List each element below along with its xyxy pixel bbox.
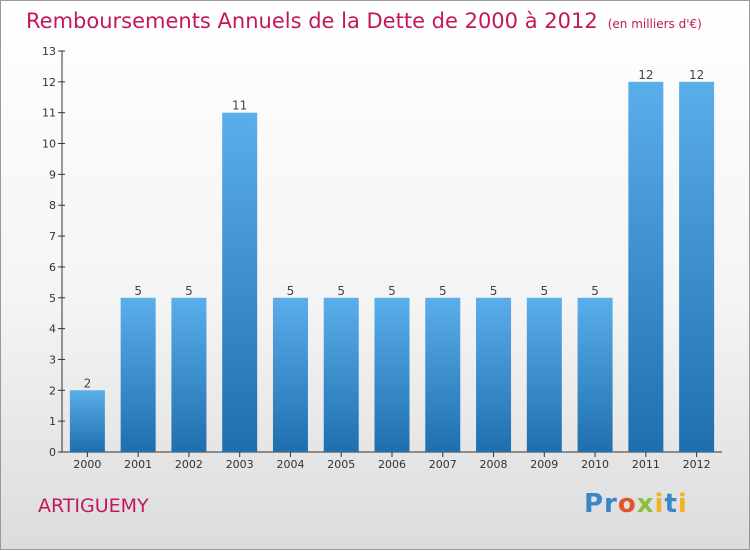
x-tick-label-2000: 2000	[73, 458, 101, 471]
bar-2001	[120, 297, 156, 452]
x-tick-label-2010: 2010	[581, 458, 609, 471]
bar-2009	[526, 297, 562, 452]
x-tick-label-2004: 2004	[276, 458, 304, 471]
data-label-2009: 5	[540, 284, 548, 298]
x-tick-label-2011: 2011	[632, 458, 660, 471]
x-tick-label-2005: 2005	[327, 458, 355, 471]
x-tick-label-2006: 2006	[378, 458, 406, 471]
bar-2006	[374, 297, 410, 452]
title-unit: (en milliers d'€)	[607, 17, 702, 31]
y-tick-label: 9	[49, 168, 56, 181]
commune-name: ARTIGUEMY	[38, 495, 149, 517]
data-label-2001: 5	[134, 284, 142, 298]
y-tick-label: 5	[49, 292, 56, 305]
data-label-2005: 5	[337, 284, 345, 298]
data-label-2007: 5	[439, 284, 447, 298]
y-tick-label: 1	[49, 415, 56, 428]
data-label-2003: 11	[232, 99, 247, 113]
data-label-2008: 5	[490, 284, 498, 298]
data-label-2002: 5	[185, 284, 193, 298]
bar-2005	[323, 297, 359, 452]
data-label-2004: 5	[287, 284, 295, 298]
x-tick-label-2008: 2008	[480, 458, 508, 471]
bar-2002	[171, 297, 207, 452]
chart-title: Remboursements Annuels de la Dette de 20…	[26, 9, 702, 33]
y-tick-label: 12	[42, 76, 56, 89]
proxiti-logo[interactable]: Proxiti	[584, 489, 688, 519]
bar-2000	[69, 390, 105, 452]
bar-2011	[628, 81, 664, 452]
bar-2012	[679, 81, 715, 452]
y-tick-label: 2	[49, 384, 56, 397]
data-label-2000: 2	[84, 376, 92, 390]
y-tick-label: 10	[42, 138, 56, 151]
y-tick-label: 7	[49, 230, 56, 243]
data-label-2011: 12	[638, 68, 653, 82]
title-text: Remboursements Annuels de la Dette de 20…	[26, 9, 598, 33]
bar-2003	[222, 112, 258, 452]
y-tick-label: 0	[49, 446, 56, 459]
y-tick-label: 3	[49, 353, 56, 366]
y-tick-label: 13	[42, 45, 56, 58]
x-tick-label-2003: 2003	[226, 458, 254, 471]
bar-2010	[577, 297, 613, 452]
chart-x-ticks: 2000 2001 2002 2003 2004 2005 2006 2007 2008 2009…	[73, 452, 711, 471]
x-tick-label-2002: 2002	[175, 458, 203, 471]
x-tick-label-2012: 2012	[683, 458, 711, 471]
chart-data-labels: 2 5 5 11 5 5 5 5 5 5 5 12 12	[84, 68, 705, 390]
bar-2007	[425, 297, 461, 452]
data-label-2006: 5	[388, 284, 396, 298]
data-label-2012: 12	[689, 68, 704, 82]
x-tick-label-2007: 2007	[429, 458, 457, 471]
y-tick-label: 8	[49, 199, 56, 212]
y-tick-label: 11	[42, 107, 56, 120]
chart-bars	[69, 81, 715, 452]
x-tick-label-2001: 2001	[124, 458, 152, 471]
bar-2008	[476, 297, 512, 452]
x-tick-label-2009: 2009	[530, 458, 558, 471]
bar-2004	[272, 297, 308, 452]
y-tick-label: 6	[49, 261, 56, 274]
y-tick-label: 4	[49, 323, 56, 336]
data-label-2010: 5	[591, 284, 599, 298]
